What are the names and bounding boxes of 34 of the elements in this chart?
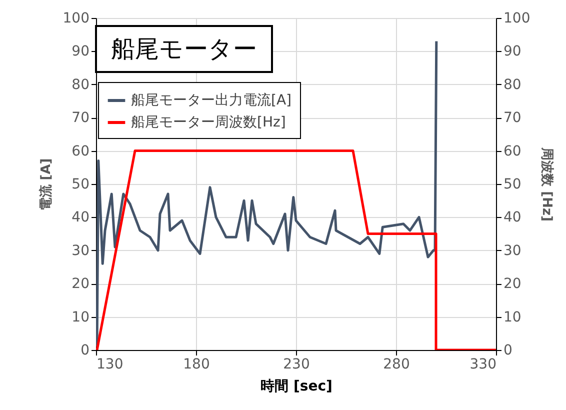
legend-label: 船尾モーター出力電流[A] bbox=[131, 92, 292, 108]
y-tick-label: 60 bbox=[72, 143, 90, 160]
y-tick-label: 70 bbox=[72, 110, 90, 126]
y2-tick-label: 30 bbox=[504, 242, 522, 259]
y-tick-label: 80 bbox=[72, 76, 90, 93]
y2-tick-label: 90 bbox=[504, 44, 522, 60]
y-tick-label: 10 bbox=[72, 309, 90, 326]
y-tick-label: 30 bbox=[72, 242, 90, 259]
x-tick-label: 280 bbox=[383, 356, 410, 372]
x-tick-label: 330 bbox=[470, 356, 496, 372]
y2-tick-label: 70 bbox=[504, 110, 522, 126]
y2-tick-label: 50 bbox=[504, 176, 522, 192]
line-series bbox=[96, 40, 438, 348]
x-tick-label: 180 bbox=[183, 356, 210, 372]
y-tick-label: 0 bbox=[80, 342, 90, 358]
y-tick-label: 50 bbox=[72, 176, 90, 192]
y-tick-label: 20 bbox=[72, 276, 90, 292]
y2-axis-title: 周波数 [Hz] bbox=[539, 146, 554, 222]
y2-tick-label: 80 bbox=[504, 76, 522, 93]
y2-tick-label: 0 bbox=[504, 342, 512, 358]
y-tick-label: 40 bbox=[72, 210, 90, 226]
y2-tick-label: 40 bbox=[504, 210, 522, 226]
y2-tick-label: 10 bbox=[504, 309, 522, 326]
y2-tick-label: 100 bbox=[504, 10, 530, 26]
y-axis-title: 電流 [A] bbox=[38, 158, 54, 211]
y-tick-label: 90 bbox=[72, 44, 90, 60]
y-tick-label: 100 bbox=[62, 10, 90, 26]
y2-tick-label: 60 bbox=[504, 143, 522, 160]
legend-label: 船尾モーター周波数[Hz] bbox=[131, 114, 286, 130]
x-axis-title: 時間 [sec] bbox=[260, 378, 332, 394]
text: 船尾モーター bbox=[95, 25, 273, 73]
x-tick-label: 130 bbox=[96, 356, 124, 372]
y2-tick-label: 20 bbox=[504, 276, 522, 292]
x-tick-label: 230 bbox=[283, 356, 310, 372]
